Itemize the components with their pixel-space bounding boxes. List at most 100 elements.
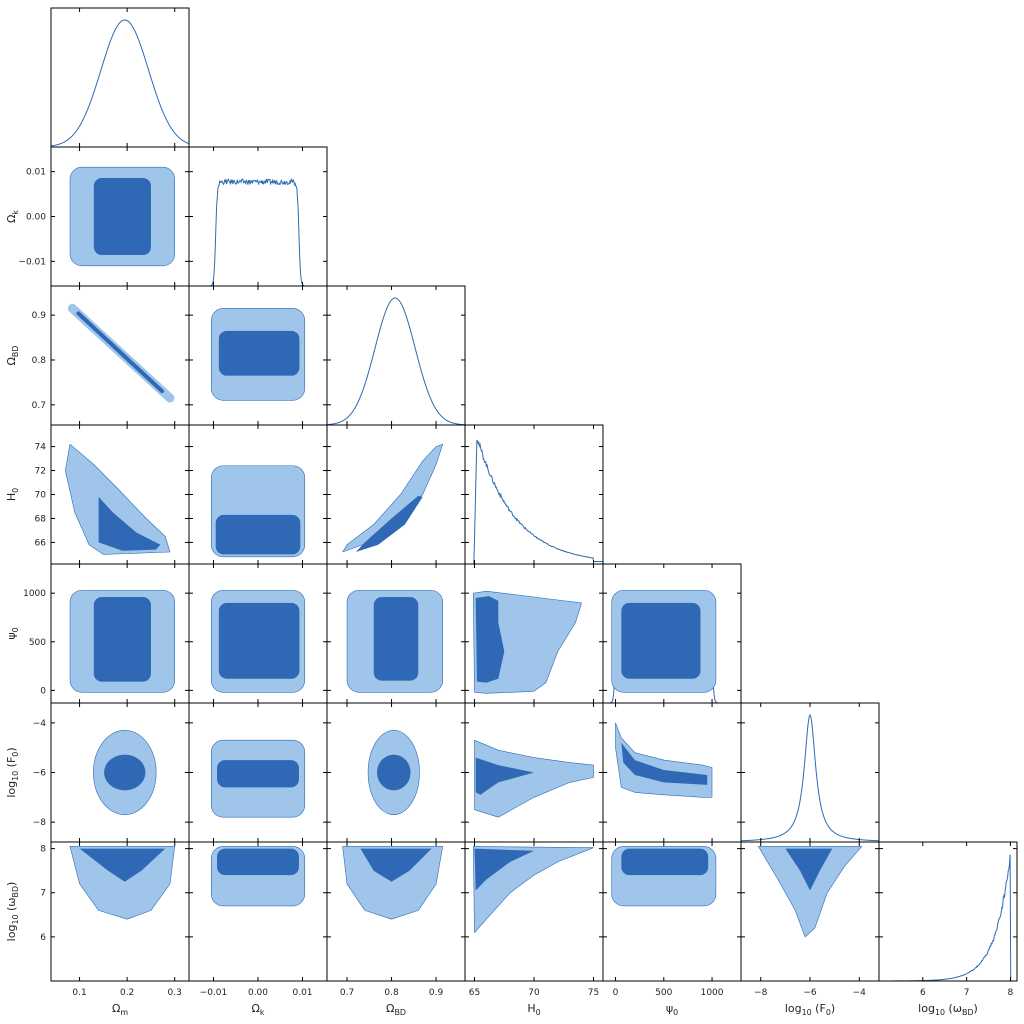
y-tick-label: 68 — [35, 514, 47, 524]
y-tick-label: 70 — [35, 491, 47, 501]
marginal-curve-H0 — [465, 439, 603, 565]
y-tick-label: 500 — [29, 638, 46, 648]
y-tick-label: 8 — [40, 845, 46, 855]
x-axis-label-H0: H0 — [527, 1002, 540, 1017]
y-tick-label: 0.01 — [26, 168, 46, 178]
x-tick-label: 0.01 — [292, 988, 312, 998]
marginal-panel-logw — [878, 854, 1017, 982]
contour-psi0-vs-Ok — [210, 589, 306, 693]
panel-frame-3-2 — [326, 424, 466, 565]
contour-68 — [621, 848, 709, 876]
x-axis-label-Om: Ωm — [112, 1002, 128, 1017]
x-tick-label: 0.00 — [248, 988, 268, 998]
x-tick-label: 70 — [528, 988, 540, 998]
contour-95 — [342, 443, 443, 553]
contour-68 — [98, 496, 161, 551]
x-tick-label: 0 — [613, 988, 619, 998]
x-axis-label-OBD: ΩBD — [386, 1002, 406, 1017]
x-tick-label: 8 — [1008, 988, 1014, 998]
panel-frame-1-1 — [188, 146, 328, 287]
contour-95 — [758, 846, 863, 938]
contour-psi0-vs-Om — [69, 589, 176, 693]
contour-68 — [376, 754, 411, 791]
panel-frame-6-6 — [878, 841, 1018, 982]
x-axis-label-logw: log10 (ωBD) — [918, 1002, 978, 1017]
contour-68 — [218, 330, 300, 376]
y-tick-label: 7 — [40, 889, 46, 899]
contour-95 — [65, 443, 171, 555]
contour-psi0-vs-psi0 — [611, 589, 717, 693]
y-tick-label: 0 — [40, 686, 46, 696]
y-tick-label: 0.9 — [32, 311, 47, 321]
marginal-panel-H0 — [465, 439, 603, 565]
x-tick-label: 7 — [964, 988, 970, 998]
x-axis-label-psi0: ψ0 — [666, 1002, 678, 1017]
y-axis-label-OBD: ΩBD — [5, 346, 20, 366]
y-tick-label: 6 — [40, 933, 46, 943]
contour-68 — [621, 742, 708, 785]
y-axis-label-psi0: ψ0 — [5, 627, 20, 639]
x-tick-label: 0.9 — [429, 988, 444, 998]
contour-OBD-vs-Ok — [210, 308, 306, 401]
contour-95 — [342, 846, 443, 920]
panel-frame-5-5 — [740, 702, 880, 843]
x-tick-label: 6 — [920, 988, 926, 998]
x-tick-label: 0.8 — [384, 988, 399, 998]
contour-logw-vs-psi0 — [611, 846, 717, 907]
y-axis-label-logw: log10 (ωBD) — [5, 882, 20, 942]
contour-95 — [69, 846, 175, 920]
contour-68 — [621, 602, 701, 679]
marginal-curve-logF0 — [740, 714, 880, 842]
contour-68 — [373, 597, 419, 681]
y-tick-label: 66 — [35, 538, 47, 548]
contour-logw-vs-OBD — [342, 846, 443, 920]
x-tick-label: 75 — [588, 988, 599, 998]
contour-68 — [785, 848, 833, 891]
contour-68 — [475, 596, 505, 683]
marginal-curve-Om — [50, 19, 190, 147]
contour-OBD-vs-Om — [67, 303, 175, 403]
contour-logw-vs-Om — [69, 846, 175, 920]
x-tick-label: −6 — [803, 988, 817, 998]
y-tick-label: 72 — [35, 467, 46, 477]
contour-logw-vs-H0 — [473, 846, 594, 933]
contour-logF0-vs-Ok — [210, 739, 306, 818]
contour-68 — [217, 760, 299, 788]
panel-frame-2-2 — [326, 285, 466, 426]
marginal-curve-OBD — [326, 297, 466, 426]
contour-logF0-vs-H0 — [474, 739, 594, 818]
x-tick-label: −0.01 — [200, 988, 228, 998]
marginal-panel-Ok — [189, 177, 327, 287]
y-tick-label: 0.00 — [26, 213, 46, 223]
contour-68 — [93, 597, 151, 682]
x-tick-label: 0.1 — [72, 988, 86, 998]
marginal-curve-logw — [878, 854, 1017, 982]
marginal-panel-OBD — [326, 297, 466, 426]
contour-logF0-vs-OBD — [367, 730, 420, 815]
contour-Ok-vs-Om — [69, 166, 176, 267]
contour-68 — [217, 848, 299, 876]
y-tick-label: −8 — [33, 818, 47, 828]
marginal-panel-Om — [50, 19, 190, 147]
contour-68 — [93, 177, 151, 256]
x-tick-label: 500 — [655, 988, 672, 998]
contour-H0-vs-Ok — [210, 465, 306, 558]
contour-H0-vs-Om — [65, 443, 171, 555]
contour-logF0-vs-psi0 — [615, 722, 713, 798]
panel-frame-0-0 — [50, 7, 190, 148]
x-tick-label: −4 — [853, 988, 867, 998]
contour-psi0-vs-H0 — [473, 590, 582, 694]
contour-68 — [104, 754, 146, 791]
x-axis-label-Ok: Ωk — [252, 1002, 265, 1017]
contour-68 — [215, 514, 301, 555]
x-tick-label: 0.3 — [168, 988, 182, 998]
contour-psi0-vs-OBD — [346, 589, 444, 693]
contour-68 — [76, 311, 164, 394]
y-axis-label-H0: H0 — [5, 488, 20, 501]
contour-95 — [473, 846, 594, 933]
y-axis-label-logF0: log10 (F0) — [5, 747, 20, 797]
contour-68 — [79, 848, 166, 882]
y-axis-label-Ok: Ωk — [5, 210, 20, 223]
x-tick-label: 1000 — [701, 988, 724, 998]
contour-logw-vs-Ok — [210, 846, 306, 907]
